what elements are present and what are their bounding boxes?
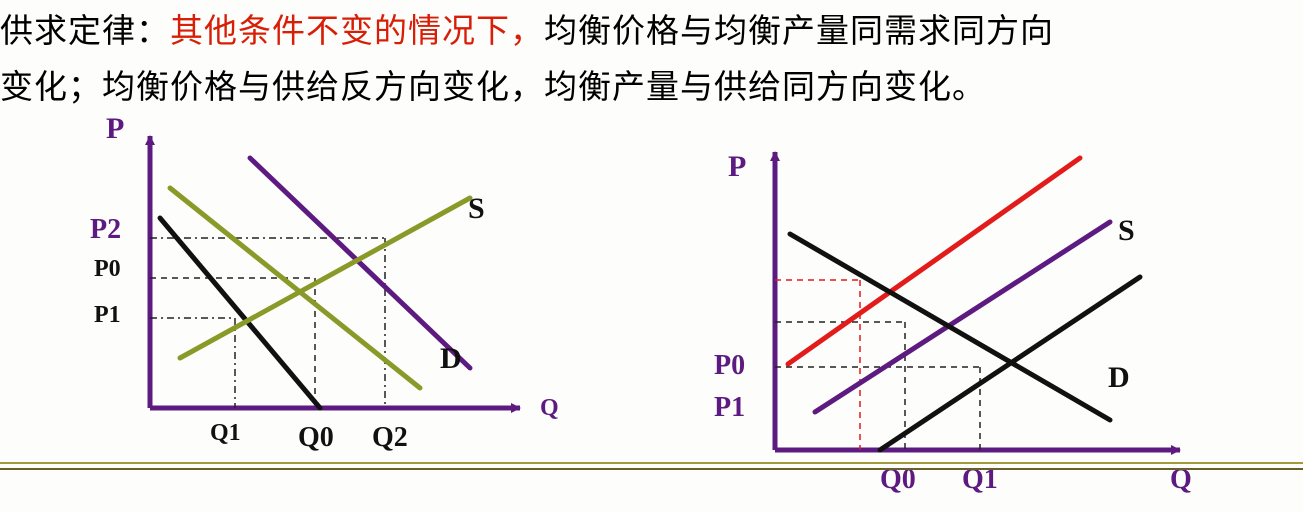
- svg-text:Q0: Q0: [298, 422, 334, 453]
- svg-text:Q: Q: [540, 395, 559, 421]
- footer-divider: [0, 462, 1303, 470]
- text-pre: 供求定律：: [0, 14, 170, 50]
- svg-text:P0: P0: [94, 256, 121, 282]
- body-text: 供求定律：其他条件不变的情况下，均衡价格与均衡产量同需求同方向 变化；均衡价格与…: [0, 4, 1290, 116]
- svg-text:P: P: [728, 150, 746, 183]
- svg-text:Q1: Q1: [210, 420, 241, 446]
- svg-text:Q2: Q2: [372, 422, 408, 453]
- charts-container: P Q S D P2 P0 P1 Q1 Q0 Q2 P Q S D P0 P1 Q0 Q1: [40, 118, 1280, 498]
- svg-text:P1: P1: [714, 392, 745, 423]
- chart-right-svg: PQSDP0P1Q0Q1: [680, 142, 1240, 512]
- chart-supply-shift: PQSDP0P1Q0Q1: [680, 142, 1240, 512]
- svg-text:S: S: [1118, 214, 1135, 247]
- svg-text:S: S: [468, 192, 485, 225]
- text-post1: 均衡价格与均衡产量同需求同方向: [544, 14, 1054, 50]
- svg-text:P2: P2: [90, 214, 121, 245]
- text-highlight: 其他条件不变的情况下，: [170, 14, 544, 50]
- svg-text:D: D: [440, 342, 462, 375]
- svg-text:P: P: [106, 118, 124, 145]
- svg-text:D: D: [1108, 361, 1130, 394]
- text-line2: 变化；均衡价格与供给反方向变化，均衡产量与供给同方向变化。: [0, 70, 986, 106]
- svg-text:P0: P0: [714, 350, 745, 381]
- chart-left-svg: P Q S D P2 P0 P1 Q1 Q0 Q2: [50, 118, 620, 478]
- svg-text:P1: P1: [94, 302, 121, 328]
- chart-demand-shift: P Q S D P2 P0 P1 Q1 Q0 Q2: [50, 118, 620, 478]
